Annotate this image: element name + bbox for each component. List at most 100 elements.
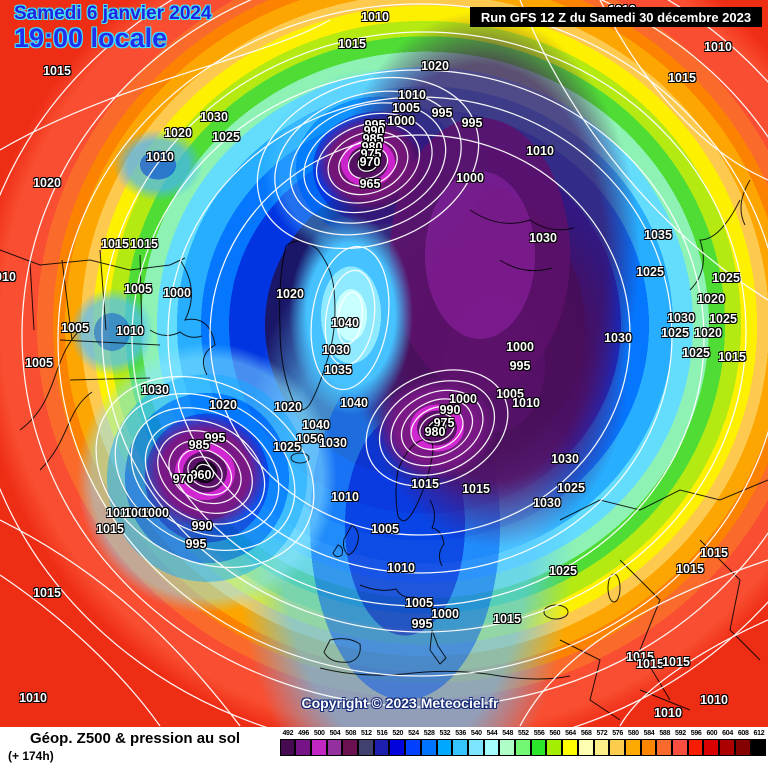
pressure-label: 1010	[0, 270, 16, 284]
colorbar-swatch	[546, 739, 563, 756]
colorbar-cell: 560	[546, 729, 563, 767]
colorbar-swatch	[719, 739, 735, 756]
colorbar-swatch	[624, 739, 641, 756]
pressure-label: 1000	[163, 286, 191, 300]
pressure-label: 1015	[33, 586, 61, 600]
colorbar-swatch	[499, 739, 516, 756]
pressure-label: 970	[172, 472, 194, 486]
pressure-label: 1035	[644, 228, 672, 242]
pressure-label: 960	[190, 468, 212, 482]
pressure-label: 995	[364, 118, 386, 132]
pressure-label: 1030	[529, 231, 557, 245]
colorbar-value: 564	[565, 730, 576, 737]
pressure-label: 1030	[322, 343, 350, 357]
colorbar-value: 540	[470, 730, 482, 737]
pressure-label: 1005	[392, 101, 420, 115]
datetime-block: Samedi 6 janvier 2024 19:00 locale	[14, 4, 212, 53]
pressure-label: 1010	[146, 150, 174, 164]
colorbar-swatch	[530, 739, 547, 756]
pressure-label: 1015	[130, 237, 158, 251]
colorbar-value: 588	[659, 730, 671, 737]
colorbar-swatch	[373, 739, 390, 756]
pressure-label: 1010	[361, 10, 389, 24]
colorbar-cell: 532	[436, 729, 453, 767]
pressure-label: 1005	[371, 522, 399, 536]
colorbar-swatch	[326, 739, 343, 756]
pressure-label: 1020	[697, 292, 725, 306]
pressure-label: 1010	[704, 40, 732, 54]
pressure-label: 1015	[493, 612, 521, 626]
pressure-label: 985	[362, 132, 384, 146]
colorbar-cell: 528	[420, 729, 437, 767]
pressure-label: 1015	[636, 657, 664, 671]
pressure-label: 1030	[604, 331, 632, 345]
pressure-label: 995	[204, 431, 226, 445]
pressure-label: 1015	[101, 237, 129, 251]
colorbar-swatch	[295, 739, 311, 756]
pressure-label: 995	[461, 116, 483, 130]
pressure-label: 995	[185, 537, 207, 551]
colorbar-cell: 500	[310, 729, 327, 767]
pressure-label: 985	[188, 438, 210, 452]
colorbar-cell: 608	[734, 729, 751, 767]
geopotential-colorbar: 492 496 500 504 508 512 516 520 524 528 532 536 540 5…	[279, 729, 767, 767]
colorbar-cell: 588	[656, 729, 673, 767]
colorbar-swatch	[562, 739, 578, 756]
pressure-label: 1035	[324, 363, 352, 377]
colorbar-cell: 520	[389, 729, 406, 767]
pressure-label: 1015	[668, 71, 696, 85]
pressure-label: 1025	[549, 564, 577, 578]
pressure-label: 1005	[496, 387, 524, 401]
pressure-label: 1040	[331, 316, 359, 330]
pressure-label: 995	[411, 617, 433, 631]
legend-band: Géop. Z500 & pression au sol (+ 174h) 49…	[0, 727, 768, 768]
pressure-label: 980	[361, 140, 383, 154]
colorbar-cell: 572	[593, 729, 610, 767]
colorbar-cell: 536	[452, 729, 469, 767]
colorbar-cell: 576	[609, 729, 626, 767]
pressure-label: 1010	[654, 706, 682, 720]
pressure-label: 1020	[421, 59, 449, 73]
colorbar-swatch	[420, 739, 437, 756]
colorbar-cell: 612	[750, 729, 767, 767]
pressure-label: 1030	[200, 110, 228, 124]
colorbar-value: 560	[549, 730, 561, 737]
colorbar-cell: 580	[624, 729, 641, 767]
pressure-label: 1025	[712, 271, 740, 285]
colorbar-value: 556	[533, 730, 545, 737]
pressure-label: 1015	[676, 562, 704, 576]
colorbar-value: 576	[612, 730, 623, 737]
pressure-label: 975	[360, 147, 382, 161]
colorbar-cell: 496	[295, 729, 312, 767]
colorbar-value: 572	[596, 730, 608, 737]
colorbar-value: 512	[360, 730, 372, 737]
pressure-label: 970	[359, 155, 381, 169]
pressure-label: 995	[509, 359, 531, 373]
colorbar-value: 532	[439, 730, 451, 737]
pressure-label: 1015	[411, 477, 439, 491]
pressure-label: 1010	[331, 490, 359, 504]
colorbar-value: 544	[486, 730, 498, 737]
pressure-label: 1025	[709, 312, 737, 326]
pressure-label: 1020	[164, 126, 192, 140]
colorbar-cell: 592	[672, 729, 689, 767]
pressure-label: 1015	[43, 64, 71, 78]
colorbar-value: 516	[376, 730, 388, 737]
colorbar-value: 596	[690, 730, 702, 737]
pressure-label: 1020	[276, 287, 304, 301]
pressure-label: 1010	[526, 144, 554, 158]
pressure-label: 980	[424, 425, 446, 439]
colorbar-swatch	[358, 739, 374, 756]
colorbar-cell: 540	[467, 729, 484, 767]
colorbar-cell: 604	[719, 729, 736, 767]
colorbar-value: 600	[706, 730, 718, 737]
colorbar-value: 584	[643, 730, 655, 737]
pressure-label: 1025	[273, 440, 301, 454]
colorbar-value: 580	[627, 730, 639, 737]
pressure-label: 1005	[124, 282, 152, 296]
colorbar-value: 528	[423, 730, 435, 737]
pressure-label: 1015	[338, 37, 366, 51]
pressure-label: 990	[191, 519, 213, 533]
pressure-label: 1005	[61, 321, 89, 335]
pressure-label: 1030	[141, 383, 169, 397]
